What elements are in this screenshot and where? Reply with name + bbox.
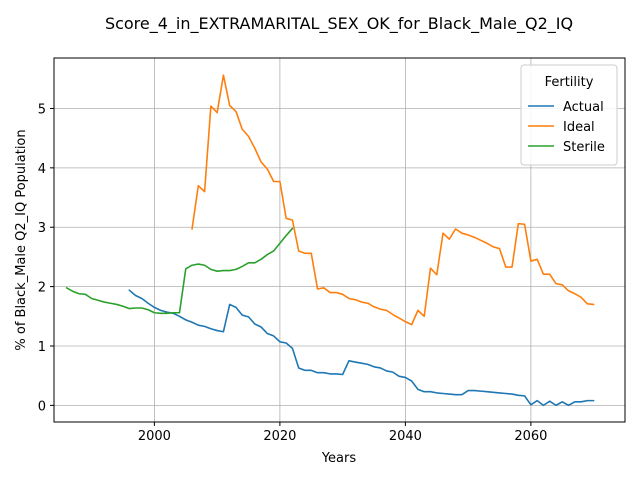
y-tick-label: 4 [38, 162, 46, 177]
legend-title: Fertility [545, 75, 594, 90]
y-tick-label: 0 [38, 399, 46, 414]
x-tick-label: 2020 [263, 429, 296, 444]
series-line-sterile [65, 227, 294, 315]
y-tick-label: 2 [38, 281, 46, 296]
series-group [65, 74, 595, 407]
legend-item-sterile: Sterile [528, 140, 605, 155]
y-axis-label: % of Black_Male Q2_IQ Population [14, 129, 29, 350]
legend-label: Actual [563, 100, 604, 115]
y-tick-label: 1 [38, 340, 46, 355]
x-axis-label: Years [321, 451, 357, 466]
series-line-actual [128, 289, 595, 407]
chart-title: Score_4_in_EXTRAMARITAL_SEX_OK_for_Black… [105, 14, 573, 34]
y-tick-label: 3 [38, 221, 46, 236]
x-tick-label: 2000 [138, 429, 171, 444]
legend: Fertility Actual Ideal Sterile [520, 64, 618, 166]
legend-label: Sterile [563, 140, 605, 155]
x-tick-label: 2060 [514, 429, 547, 444]
x-tick-label: 2040 [389, 429, 422, 444]
legend-box [520, 64, 618, 166]
legend-item-ideal: Ideal [528, 120, 595, 135]
legend-item-actual: Actual [528, 100, 604, 115]
y-tick-label: 5 [38, 102, 46, 117]
series-line-ideal [191, 74, 595, 326]
ticks: 2000 2020 2040 2060 0 1 2 3 4 5 [38, 102, 548, 444]
plot-frame [53, 57, 626, 423]
legend-label: Ideal [563, 120, 595, 135]
